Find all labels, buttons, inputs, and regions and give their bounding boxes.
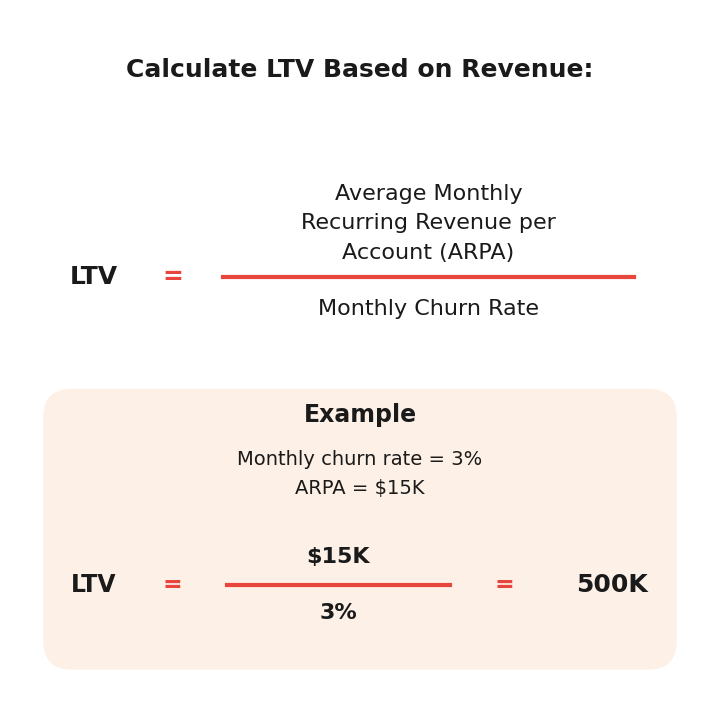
Text: LTV: LTV: [70, 265, 117, 289]
Text: Calculate LTV Based on Revenue:: Calculate LTV Based on Revenue:: [126, 58, 594, 81]
Text: Example: Example: [303, 403, 417, 427]
Text: =: =: [163, 573, 183, 598]
FancyBboxPatch shape: [43, 389, 677, 670]
Text: LTV: LTV: [71, 573, 117, 598]
Text: Average Monthly
Recurring Revenue per
Account (ARPA): Average Monthly Recurring Revenue per Ac…: [301, 184, 556, 263]
Text: 3%: 3%: [320, 603, 357, 624]
Text: Monthly Churn Rate: Monthly Churn Rate: [318, 299, 539, 319]
Text: =: =: [494, 573, 514, 598]
Text: Monthly churn rate = 3%: Monthly churn rate = 3%: [238, 450, 482, 469]
Text: 500K: 500K: [576, 573, 648, 598]
Text: $15K: $15K: [307, 547, 370, 567]
Text: ARPA = $15K: ARPA = $15K: [295, 479, 425, 498]
Text: =: =: [163, 265, 183, 289]
